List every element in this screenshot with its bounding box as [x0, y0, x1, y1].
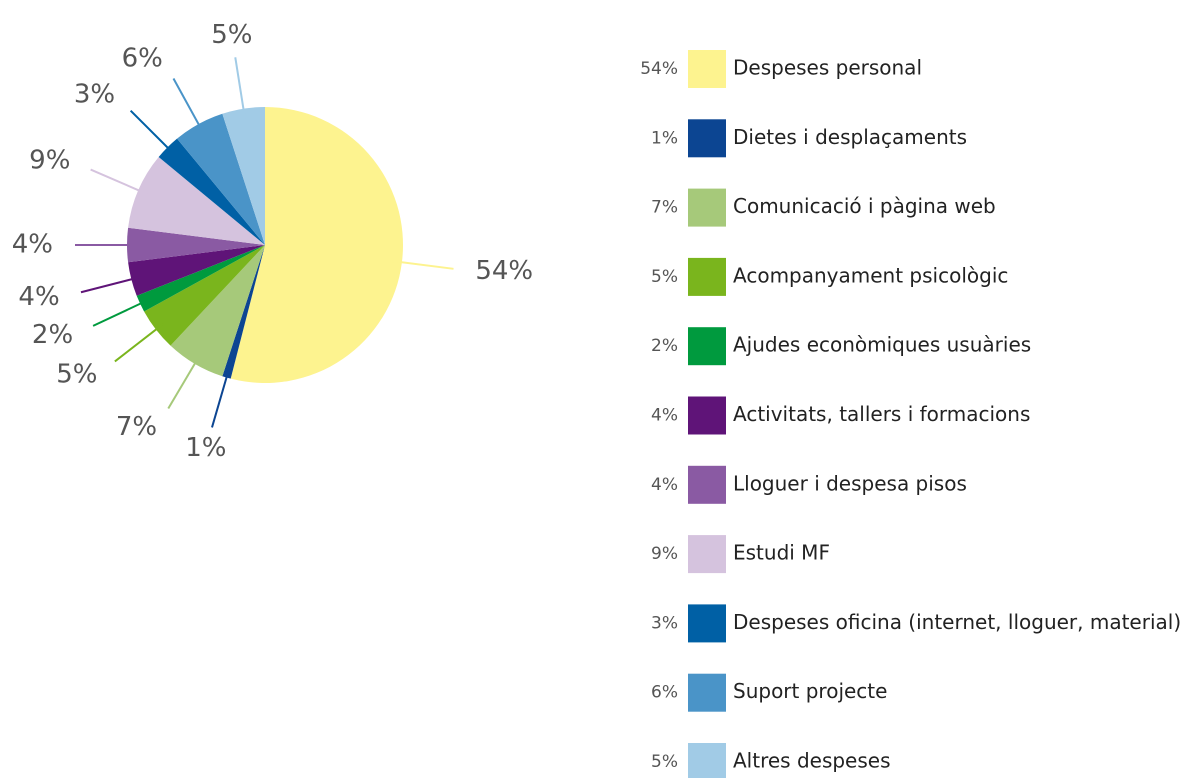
slice-label: 6% [122, 44, 163, 74]
legend-value: 1% [651, 128, 678, 148]
pie-slice [222, 107, 265, 245]
slice-label: 9% [29, 145, 70, 175]
leader-line [92, 298, 150, 327]
slice-label: 4% [12, 230, 53, 260]
legend-swatch [688, 188, 726, 227]
pie-slice [177, 113, 265, 245]
slice-label: 54% [475, 256, 533, 286]
legend-value: 4% [651, 406, 678, 426]
legend-label: Dietes i desplaçaments [733, 125, 967, 149]
pie-slice [158, 138, 265, 245]
legend-label: Activitats, tallers i formacions [733, 402, 1030, 426]
legend-swatch [688, 396, 726, 435]
leader-line [129, 109, 176, 156]
legend-swatch [688, 327, 726, 366]
legend-label: Suport projecte [733, 679, 887, 703]
leader-line [172, 78, 205, 134]
legend-value: 3% [651, 613, 678, 633]
legend-value: 2% [651, 336, 678, 356]
legend-label: Despeses personal [733, 56, 922, 80]
leader-line [391, 260, 454, 270]
pie-slice [170, 245, 265, 377]
legend-swatch [688, 465, 726, 504]
legend-value: 7% [651, 198, 678, 218]
slice-label: 4% [18, 282, 59, 312]
legend-swatch [688, 743, 726, 778]
pie-slice [136, 245, 265, 312]
slice-label: 7% [116, 412, 157, 442]
slice-label: 5% [211, 20, 252, 50]
legend-value: 4% [651, 475, 678, 495]
pie-slice [230, 107, 403, 383]
legend-label: Lloguer i despesa pisos [733, 471, 967, 495]
legend-label: Acompanyament psicològic [733, 263, 1008, 287]
legend-value: 5% [651, 267, 678, 287]
legend-swatch [688, 50, 726, 88]
slice-label: 5% [56, 359, 97, 389]
legend-value: 9% [651, 544, 678, 564]
legend-label: Estudi MF [733, 541, 830, 565]
pie-slice [128, 245, 265, 296]
legend-swatch [688, 257, 726, 296]
legend-value: 6% [651, 683, 678, 703]
legend-label: Despeses oficina (internet, lloguer, mat… [733, 610, 1181, 634]
leader-line [167, 354, 201, 410]
pie-slice [126, 227, 265, 263]
pie-slice [222, 245, 265, 379]
legend-label: Ajudes econòmiques usuàries [733, 333, 1031, 357]
slice-label: 1% [185, 433, 226, 463]
legend-label: Comunicació i pàgina web [733, 194, 996, 218]
pie-slice [128, 157, 265, 245]
legend-swatch [688, 119, 726, 158]
leader-line [114, 322, 165, 363]
legend-label: Altres despeses [733, 749, 891, 773]
pie-slice [144, 245, 265, 346]
slice-label: 3% [74, 80, 115, 110]
legend-swatch [688, 673, 726, 712]
legend-value: 54% [640, 59, 678, 79]
legend-swatch [688, 535, 726, 574]
leader-line [234, 57, 246, 119]
legend-swatch [688, 604, 726, 643]
leader-line [80, 275, 142, 294]
legend-value: 5% [651, 752, 678, 772]
slice-label: 2% [32, 320, 73, 350]
leader-line [211, 367, 231, 428]
leader-line [90, 168, 148, 196]
